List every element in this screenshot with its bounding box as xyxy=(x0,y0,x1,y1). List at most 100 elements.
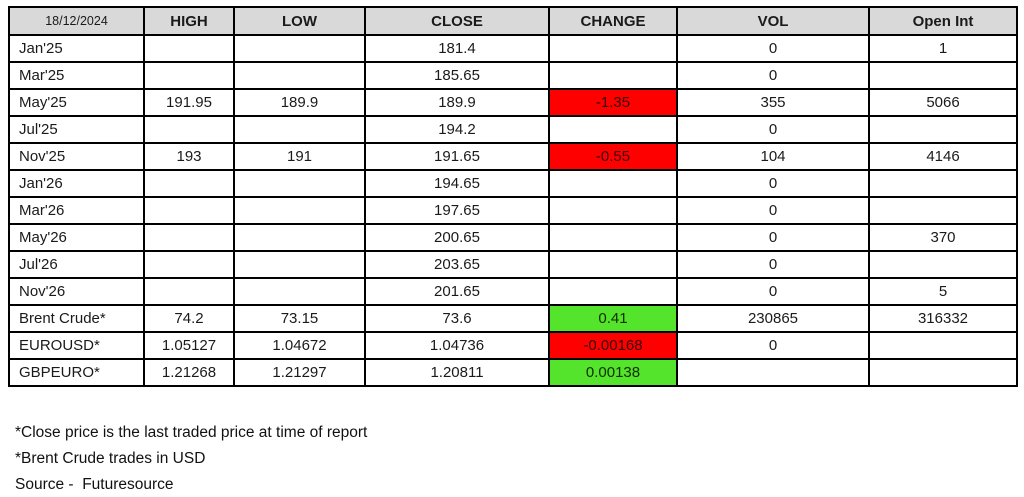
cell-change xyxy=(548,196,678,225)
cell-close: 1.04736 xyxy=(364,331,550,360)
table-row: Jul'25 194.2 0 xyxy=(8,115,1018,144)
table-row: EUROUSD* 1.05127 1.04672 1.04736 -0.00168 0 xyxy=(8,331,1018,360)
col-header-open-int: Open Int xyxy=(868,6,1018,36)
cell-change: -0.55 xyxy=(548,142,678,171)
header-row: 18/12/2024 HIGH LOW CLOSE CHANGE VOL Ope… xyxy=(8,6,1018,36)
cell-low xyxy=(233,169,366,198)
cell-label: May'26 xyxy=(8,223,145,252)
cell-vol: 0 xyxy=(676,34,870,63)
cell-low: 191 xyxy=(233,142,366,171)
table-row: Mar'25 185.65 0 xyxy=(8,61,1018,90)
cell-open-int: 370 xyxy=(868,223,1018,252)
cell-high: 1.21268 xyxy=(143,358,235,387)
cell-vol: 0 xyxy=(676,223,870,252)
cell-close: 189.9 xyxy=(364,88,550,117)
cell-open-int xyxy=(868,250,1018,279)
cell-low xyxy=(233,196,366,225)
cell-open-int xyxy=(868,115,1018,144)
footnote-brent-usd: *Brent Crude trades in USD xyxy=(15,450,206,467)
cell-label: Jul'26 xyxy=(8,250,145,279)
col-header-low: LOW xyxy=(233,6,366,36)
cell-open-int: 5066 xyxy=(868,88,1018,117)
cell-vol xyxy=(676,358,870,387)
cell-close: 185.65 xyxy=(364,61,550,90)
cell-label: Jul'25 xyxy=(8,115,145,144)
cell-label: May'25 xyxy=(8,88,145,117)
cell-high: 1.05127 xyxy=(143,331,235,360)
cell-open-int: 1 xyxy=(868,34,1018,63)
cell-low: 1.21297 xyxy=(233,358,366,387)
cell-change xyxy=(548,115,678,144)
cell-open-int xyxy=(868,169,1018,198)
cell-label: Brent Crude* xyxy=(8,304,145,333)
table-row: Jul'26 203.65 0 xyxy=(8,250,1018,279)
cell-open-int xyxy=(868,61,1018,90)
cell-high xyxy=(143,250,235,279)
cell-change xyxy=(548,250,678,279)
cell-close: 203.65 xyxy=(364,250,550,279)
footnote-close-price: *Close price is the last traded price at… xyxy=(15,424,368,441)
table-body: Jan'25 181.4 0 1 Mar'25 185.65 0 May'25 191.95 18… xyxy=(8,34,1018,387)
cell-open-int: 4146 xyxy=(868,142,1018,171)
cell-change xyxy=(548,277,678,306)
col-header-vol: VOL xyxy=(676,6,870,36)
cell-low xyxy=(233,34,366,63)
cell-open-int xyxy=(868,196,1018,225)
cell-high xyxy=(143,34,235,63)
cell-label: Mar'26 xyxy=(8,196,145,225)
cell-close: 200.65 xyxy=(364,223,550,252)
table-row: Brent Crude* 74.2 73.15 73.6 0.41 230865 31633… xyxy=(8,304,1018,333)
cell-change xyxy=(548,223,678,252)
cell-vol: 0 xyxy=(676,196,870,225)
cell-close: 201.65 xyxy=(364,277,550,306)
cell-close: 1.20811 xyxy=(364,358,550,387)
table-row: GBPEURO* 1.21268 1.21297 1.20811 0.00138 xyxy=(8,358,1018,387)
cell-label: GBPEURO* xyxy=(8,358,145,387)
cell-change xyxy=(548,169,678,198)
cell-change xyxy=(548,34,678,63)
cell-change: 0.00138 xyxy=(548,358,678,387)
cell-low: 1.04672 xyxy=(233,331,366,360)
cell-vol: 0 xyxy=(676,61,870,90)
cell-label: Nov'25 xyxy=(8,142,145,171)
cell-close: 191.65 xyxy=(364,142,550,171)
cell-label: Nov'26 xyxy=(8,277,145,306)
cell-label: Mar'25 xyxy=(8,61,145,90)
table-row: Jan'25 181.4 0 1 xyxy=(8,34,1018,63)
report-date: 18/12/2024 xyxy=(8,6,145,36)
cell-vol: 230865 xyxy=(676,304,870,333)
table-row: Nov'25 193 191 191.65 -0.55 104 4146 xyxy=(8,142,1018,171)
cell-vol: 0 xyxy=(676,115,870,144)
cell-label: Jan'26 xyxy=(8,169,145,198)
cell-high xyxy=(143,196,235,225)
cell-open-int xyxy=(868,331,1018,360)
cell-close: 197.65 xyxy=(364,196,550,225)
cell-high: 74.2 xyxy=(143,304,235,333)
cell-vol: 104 xyxy=(676,142,870,171)
footnotes: *Close price is the last traded price at… xyxy=(15,420,367,497)
cell-open-int: 316332 xyxy=(868,304,1018,333)
col-header-high: HIGH xyxy=(143,6,235,36)
cell-low xyxy=(233,250,366,279)
table-row: Nov'26 201.65 0 5 xyxy=(8,277,1018,306)
cell-open-int xyxy=(868,358,1018,387)
cell-open-int: 5 xyxy=(868,277,1018,306)
cell-low xyxy=(233,115,366,144)
cell-close: 73.6 xyxy=(364,304,550,333)
cell-close: 181.4 xyxy=(364,34,550,63)
table-row: May'26 200.65 0 370 xyxy=(8,223,1018,252)
table-row: Jan'26 194.65 0 xyxy=(8,169,1018,198)
cell-low: 73.15 xyxy=(233,304,366,333)
futures-price-table: 18/12/2024 HIGH LOW CLOSE CHANGE VOL Ope… xyxy=(8,6,1018,387)
cell-high: 191.95 xyxy=(143,88,235,117)
cell-high xyxy=(143,169,235,198)
cell-low xyxy=(233,277,366,306)
cell-high xyxy=(143,277,235,306)
table-row: Mar'26 197.65 0 xyxy=(8,196,1018,225)
col-header-change: CHANGE xyxy=(548,6,678,36)
cell-low xyxy=(233,223,366,252)
cell-vol: 355 xyxy=(676,88,870,117)
cell-low: 189.9 xyxy=(233,88,366,117)
footnote-source: Source - Futuresource xyxy=(15,476,174,493)
